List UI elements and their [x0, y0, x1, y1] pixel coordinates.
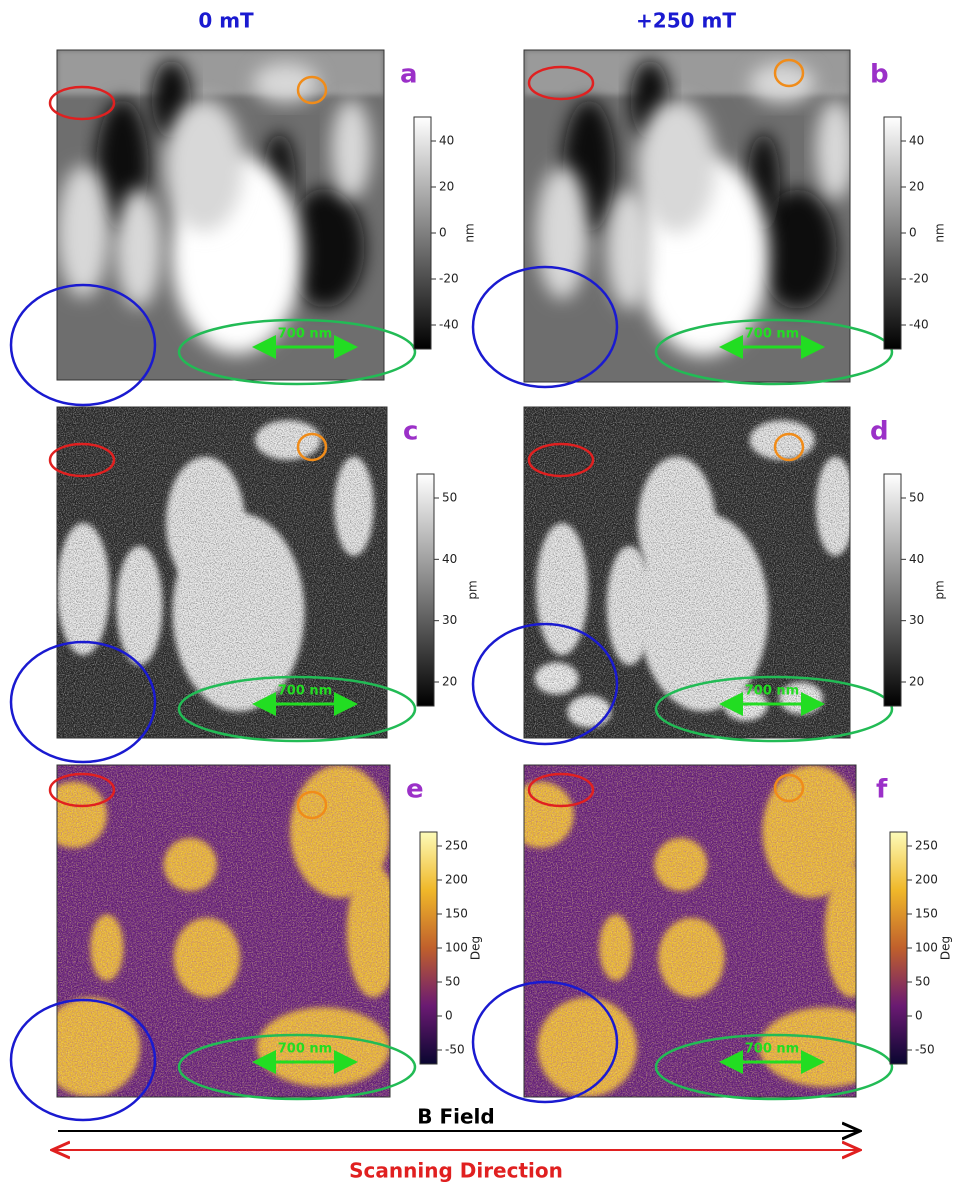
colorbar-tick-label: 200 — [445, 873, 468, 887]
grain — [165, 100, 243, 232]
scale-bar-label: 700 nm — [278, 684, 332, 699]
colorbar — [884, 117, 901, 349]
panel-label: c — [403, 417, 418, 447]
colorbar-tick-label: 20 — [439, 180, 454, 194]
colorbar-tick-label: -40 — [909, 318, 929, 332]
panel-label: a — [400, 60, 418, 90]
colorbar-tick-label: 0 — [445, 1009, 453, 1023]
panel-label: b — [870, 60, 889, 90]
colorbar-tick-label: -50 — [445, 1043, 465, 1057]
panel-label: d — [870, 417, 889, 447]
colorbar-tick-label: 100 — [915, 941, 938, 955]
grain — [816, 100, 855, 200]
colorbar-tick-label: 100 — [445, 941, 468, 955]
colorbar-tick-label: 30 — [442, 613, 457, 627]
top-band — [57, 50, 384, 95]
colorbar-tick-label: 40 — [442, 552, 457, 566]
afm-image — [57, 407, 387, 738]
colorbar — [417, 474, 434, 706]
colorbar-tick-label: 250 — [915, 839, 938, 853]
colorbar-tick-label: -20 — [909, 272, 929, 286]
colorbar-tick-label: 30 — [909, 613, 924, 627]
scale-bar-label: 700 nm — [745, 327, 799, 342]
grain — [332, 100, 371, 199]
colorbar-unit: nm — [933, 223, 947, 242]
grain — [253, 63, 318, 103]
noise — [57, 407, 387, 738]
colorbar-tick-label: 50 — [442, 491, 457, 505]
colorbar-tick-label: 200 — [915, 873, 938, 887]
scale-bar-label: 700 nm — [745, 1042, 799, 1057]
colorbar-tick-label: 150 — [445, 907, 468, 921]
colorbar-tick-label: 40 — [909, 552, 924, 566]
colorbar-tick-label: 50 — [445, 975, 460, 989]
scale-bar-label: 700 nm — [278, 1042, 332, 1057]
afm-image — [57, 50, 384, 380]
colorbar-tick-label: 50 — [915, 975, 930, 989]
figure: 0 mT +250 mT B Field Scanning Direction … — [0, 0, 969, 1184]
afm-image — [524, 407, 855, 738]
colorbar — [890, 832, 907, 1064]
colorbar-tick-label: 40 — [439, 134, 454, 148]
colorbar-unit: pm — [933, 580, 947, 599]
panel-label: f — [876, 775, 888, 805]
scale-bar-label: 700 nm — [278, 327, 332, 342]
colorbar-tick-label: 50 — [909, 491, 924, 505]
column-header: +250 mT — [636, 9, 736, 33]
noise — [57, 765, 390, 1097]
colorbar — [420, 832, 437, 1064]
b-field-label: B Field — [417, 1105, 494, 1129]
afm-image — [507, 765, 892, 1097]
colorbar-tick-label: -50 — [915, 1043, 935, 1057]
colorbar-tick-label: 20 — [909, 675, 924, 689]
colorbar-unit: Deg — [939, 936, 953, 960]
colorbar-tick-label: -40 — [439, 318, 459, 332]
grain — [116, 189, 162, 308]
noise — [524, 765, 856, 1097]
colorbar-unit: pm — [466, 580, 480, 599]
grain — [57, 166, 109, 298]
grain — [607, 189, 653, 309]
panel-label: e — [406, 775, 424, 805]
colorbar-tick-label: 0 — [915, 1009, 923, 1023]
colorbar-unit: Deg — [469, 936, 483, 960]
scale-bar-label: 700 nm — [745, 684, 799, 699]
colorbar-tick-label: 0 — [909, 226, 917, 240]
scan-direction-label: Scanning Direction — [349, 1159, 563, 1183]
colorbar — [414, 117, 431, 349]
colorbar-tick-label: -20 — [439, 272, 459, 286]
afm-image — [40, 765, 400, 1097]
colorbar-tick-label: 250 — [445, 839, 468, 853]
colorbar-tick-label: 40 — [909, 134, 924, 148]
colorbar-tick-label: 0 — [439, 226, 447, 240]
colorbar-tick-label: 150 — [915, 907, 938, 921]
colorbar-unit: nm — [463, 223, 477, 242]
colorbar — [884, 474, 901, 706]
colorbar-tick-label: 20 — [909, 180, 924, 194]
colorbar-tick-label: 20 — [442, 675, 457, 689]
afm-image — [524, 50, 855, 382]
grain — [536, 166, 588, 299]
grain — [638, 100, 716, 233]
column-header: 0 mT — [198, 9, 254, 33]
